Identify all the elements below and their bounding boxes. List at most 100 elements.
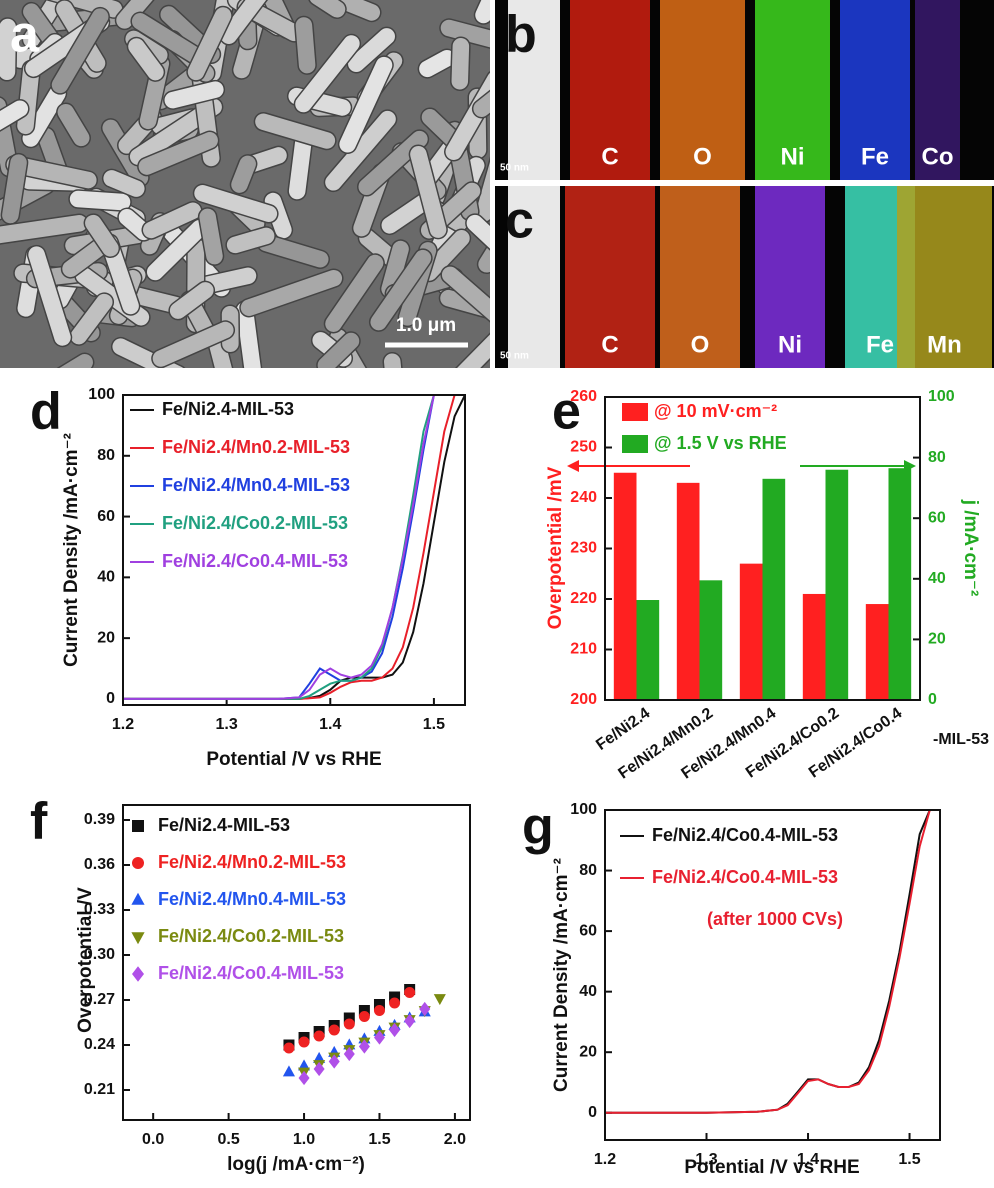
- arrow-head: [904, 460, 916, 472]
- scatter-point: [389, 997, 401, 1009]
- scatter-point: [343, 1046, 355, 1062]
- eds-strip: [565, 186, 655, 368]
- plot-frame: [122, 394, 466, 706]
- scatter-point: [282, 1065, 296, 1077]
- rod: [137, 130, 220, 177]
- bar: [865, 604, 889, 700]
- rod: [168, 280, 216, 321]
- eds-strip: [840, 0, 910, 180]
- rod: [186, 5, 233, 82]
- y-tick-label: 0.33: [84, 901, 115, 918]
- rod: [316, 331, 361, 368]
- panel-divider: [495, 180, 994, 186]
- legend-label: Fe/Ni2.4/Mn0.4-MIL-53: [162, 475, 350, 495]
- rod: [337, 55, 394, 155]
- bar: [888, 468, 912, 700]
- scatter-point: [389, 1022, 401, 1038]
- y-tick-label: 210: [570, 641, 597, 658]
- rod: [325, 0, 382, 23]
- y-tick-label: 20: [579, 1043, 597, 1060]
- legend-label: @ 1.5 V vs RHE: [654, 433, 787, 453]
- y-tick-label: 260: [570, 388, 597, 405]
- element-label: Fe: [861, 143, 889, 170]
- scatter-point: [283, 1042, 295, 1054]
- legend-label: Fe/Ni2.4/Mn0.2-MIL-53: [162, 437, 350, 457]
- scatter-point: [313, 1030, 325, 1042]
- y-tick-label: 80: [579, 862, 597, 879]
- legend-swatch: [132, 857, 144, 869]
- rod: [471, 82, 490, 119]
- eds-strip: [660, 186, 740, 368]
- legend-swatch: [622, 435, 648, 453]
- haadf-strip: [508, 0, 560, 180]
- scatter-point: [404, 987, 416, 998]
- scatter-point: [343, 1018, 355, 1030]
- plot-frame: [604, 396, 921, 701]
- rod: [101, 168, 147, 199]
- y-tick-label: 0.30: [84, 946, 115, 963]
- scatter-point: [328, 1024, 340, 1036]
- y-tick-label: 230: [570, 540, 597, 557]
- panel-label: f: [30, 793, 48, 851]
- bar: [613, 472, 637, 700]
- bar: [636, 600, 660, 700]
- rod: [69, 292, 115, 346]
- data-line: [605, 810, 931, 1114]
- y-tick-label: 240: [570, 489, 597, 506]
- x-tick-label: 1.4: [797, 1151, 819, 1168]
- y-tick-label: 60: [97, 508, 115, 525]
- y2-tick-label: 60: [928, 509, 946, 526]
- rod: [368, 248, 433, 332]
- annotation: -MIL-53: [933, 731, 989, 748]
- y2-tick-label: 40: [928, 570, 946, 587]
- rod: [26, 244, 73, 348]
- legend-label: Fe/Ni2.4-MIL-53: [158, 815, 290, 835]
- rod: [5, 154, 99, 190]
- y-tick-label: 40: [579, 983, 597, 1000]
- legend-label: Fe/Ni2.4/Co0.4-MIL-53: [162, 551, 348, 571]
- scale-bar-label: 1.0 μm: [396, 315, 456, 336]
- legend-label: Fe/Ni2.4-MIL-53: [162, 399, 294, 419]
- y-tick-label: 100: [570, 801, 597, 818]
- rod: [382, 351, 405, 368]
- x-axis-title: log(j /mA·cm⁻²): [227, 1154, 365, 1175]
- y2-tick-label: 0: [928, 691, 937, 708]
- element-label: O: [691, 331, 710, 358]
- rod: [445, 313, 490, 368]
- rod: [56, 102, 91, 148]
- legend-label: Fe/Ni2.4/Co0.2-MIL-53: [158, 926, 344, 946]
- bar: [825, 469, 849, 700]
- x-axis-title: Potential /V vs RHE: [684, 1157, 859, 1178]
- eds-strip: [897, 186, 992, 368]
- rod: [253, 111, 337, 151]
- panel-divider: [490, 0, 495, 368]
- legend-label: Fe/Ni2.4/Mn0.2-MIL-53: [158, 852, 346, 872]
- x-tick-label: 1.3: [216, 716, 238, 733]
- y-tick-label: 60: [579, 922, 597, 939]
- scatter-point: [328, 1054, 340, 1069]
- rod: [163, 79, 226, 110]
- rod: [473, 0, 490, 25]
- scatter-point: [419, 1001, 431, 1017]
- scatter-point: [373, 1005, 385, 1017]
- x-tick-label: 1.3: [695, 1151, 717, 1168]
- y-axis-title: Overpotential /mV: [545, 466, 566, 629]
- y-tick-label: 20: [97, 629, 115, 646]
- element-label: C: [601, 331, 618, 358]
- y-tick-label: 100: [88, 386, 115, 403]
- scatter-point: [358, 1011, 370, 1023]
- legend-swatch: [131, 892, 145, 905]
- y2-tick-label: 20: [928, 631, 946, 648]
- x-tick-label: 0.0: [142, 1131, 164, 1148]
- rod: [192, 183, 279, 224]
- element-label: Ni: [781, 143, 805, 170]
- y-tick-label: 40: [97, 569, 115, 586]
- scatter-point: [358, 1039, 370, 1054]
- panel-label: d: [30, 383, 62, 441]
- legend-label: @ 10 mV·cm⁻²: [654, 401, 777, 421]
- y-axis-title: Overpotential /V: [75, 887, 96, 1033]
- rod: [346, 26, 397, 74]
- scale-bar-label: 50 nm: [500, 351, 529, 362]
- y-tick-label: 0.24: [84, 1036, 115, 1053]
- y-tick-label: 80: [97, 447, 115, 464]
